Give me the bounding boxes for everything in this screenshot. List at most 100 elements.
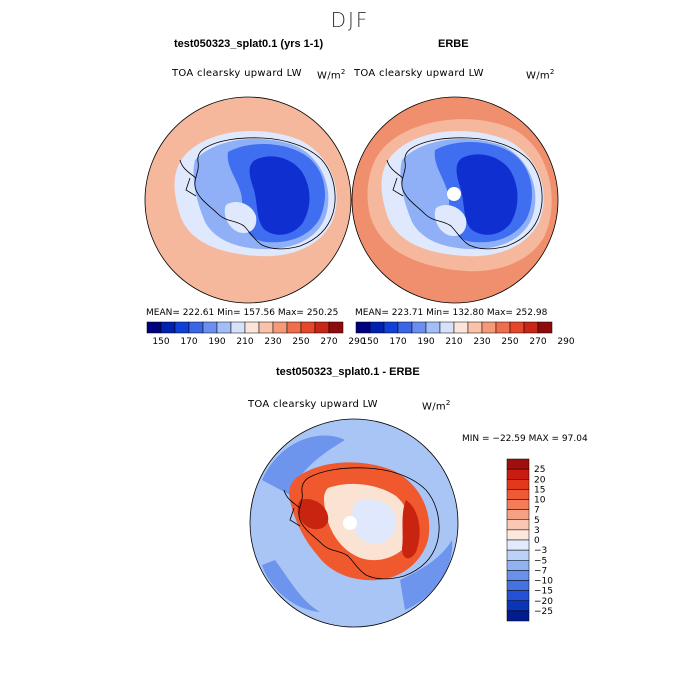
colorbar-obs-swatch	[369, 321, 385, 334]
panel-obs-variable: TOA clearsky upward LW	[354, 68, 484, 79]
map-diff	[249, 418, 459, 628]
map-obs-ice-shelf	[434, 205, 467, 237]
colorbar-model-swatch	[328, 321, 344, 334]
panel-obs-title: ERBE	[438, 38, 469, 50]
map-diff-cool-patch-1	[262, 435, 345, 495]
colorbar-model-tick-label: 150	[152, 337, 169, 347]
colorbar-model-tick-label: 250	[292, 337, 309, 347]
colorbar-obs-swatch	[537, 321, 553, 334]
map-model-ice-shelf	[224, 202, 257, 234]
colorbar-obs-swatch	[453, 321, 469, 334]
map-obs-peninsula-outline	[386, 159, 404, 197]
map-obs-border	[351, 96, 559, 304]
panel-model-stats: MEAN= 222.61 Min= 157.56 Max= 250.25	[146, 308, 339, 318]
colorbar-obs-swatch	[397, 321, 413, 334]
colorbar-diff-tick-label: 0	[534, 536, 540, 546]
colorbar-model-swatch	[272, 321, 288, 334]
map-obs	[351, 96, 559, 304]
colorbar-diff-tick-label: 15	[534, 485, 545, 495]
map-obs-pole-hole	[447, 187, 461, 201]
panel-obs-units: W/m2	[526, 68, 555, 82]
colorbar-obs: 150 170 190 210 230 250 270 290	[355, 321, 575, 347]
colorbar-obs-tick-label: 250	[501, 337, 518, 347]
map-diff-cool-interior	[352, 498, 397, 544]
colorbar-diff-tick-label: 20	[534, 475, 546, 485]
colorbar-model-swatch	[216, 321, 232, 334]
colorbar-diff-tick-label: −5	[534, 556, 547, 566]
colorbar-model-swatch	[244, 321, 260, 334]
colorbar-model-swatch	[300, 321, 316, 334]
map-diff-border	[249, 418, 459, 628]
colorbar-obs-swatch	[355, 321, 371, 334]
colorbar-model-tick-label: 190	[208, 337, 225, 347]
figure-title: DJF	[330, 8, 370, 32]
colorbar-diff-swatch	[506, 560, 530, 571]
panel-diff-stats: MIN = −22.59 MAX = 97.04	[462, 434, 588, 444]
colorbar-obs-tick-label: 290	[557, 337, 574, 347]
colorbar-model-tick-label: 270	[320, 337, 337, 347]
map-model	[144, 96, 352, 304]
colorbar-model-tick-label: 290	[348, 337, 365, 347]
colorbar-diff-tick-label: −3	[534, 546, 547, 556]
panel-diff-title: test050323_splat0.1 - ERBE	[276, 366, 420, 378]
map-diff-cool-patch-2	[400, 540, 453, 610]
colorbar-obs-tick-label: 270	[529, 337, 546, 347]
colorbar-model-swatch	[160, 321, 176, 334]
map-diff-pole-hole	[343, 516, 357, 530]
colorbar-diff-swatch	[506, 479, 530, 490]
colorbar-model-swatch	[314, 321, 330, 334]
colorbar-obs-tick-label: 150	[361, 337, 378, 347]
map-obs-coastline	[401, 137, 543, 250]
colorbar-model-swatch	[286, 321, 302, 334]
map-model-coastline	[194, 137, 336, 250]
panel-diff-units: W/m2	[422, 399, 451, 413]
colorbar-model-tick-label: 210	[236, 337, 253, 347]
colorbar-diff-swatch	[506, 468, 530, 480]
colorbar-obs-swatch	[425, 321, 441, 334]
colorbar-diff-tick-label: 10	[534, 496, 546, 506]
colorbar-diff-swatch	[506, 489, 530, 500]
colorbar-diff-tick-label: 7	[534, 506, 540, 516]
colorbar-obs-tick-label: 230	[473, 337, 490, 347]
colorbar-diff-tick-label: 25	[534, 465, 545, 475]
colorbar-model-tick-label: 170	[180, 337, 197, 347]
map-diff-peninsula-outline	[283, 489, 301, 527]
map-model-peninsula-outline	[179, 159, 197, 197]
colorbar-obs-tick-label: 190	[417, 337, 434, 347]
colorbar-obs-swatch	[509, 321, 525, 334]
colorbar-diff-swatch	[506, 580, 530, 591]
colorbar-diff-tick-label: 3	[534, 526, 540, 536]
map-obs-ice-deep	[456, 154, 518, 235]
colorbar-diff-tick-label: −20	[534, 597, 553, 607]
colorbar-model-swatch	[202, 321, 218, 334]
colorbar-model-swatch	[188, 321, 204, 334]
colorbar-model-swatch	[230, 321, 246, 334]
colorbar-obs-swatch	[523, 321, 539, 334]
colorbar-diff-tick-label: −7	[534, 566, 547, 576]
colorbar-diff-swatch	[506, 499, 530, 510]
map-model-border	[144, 96, 352, 304]
colorbar-obs-tick-label: 210	[445, 337, 462, 347]
colorbar-diff-swatch	[506, 610, 530, 622]
colorbar-model-swatch	[258, 321, 274, 334]
colorbar-diff-swatch	[506, 539, 530, 551]
colorbar-obs-swatch	[411, 321, 427, 334]
map-diff-hot-patch-1	[297, 498, 329, 530]
colorbar-obs-tick-label: 170	[389, 337, 406, 347]
colorbar-diff-swatch	[506, 549, 530, 561]
colorbar-model-tick-label: 230	[264, 337, 281, 347]
colorbar-diff-swatch	[506, 600, 530, 612]
panel-diff-variable: TOA clearsky upward LW	[248, 399, 378, 410]
colorbar-diff-tick-label: −10	[534, 577, 553, 587]
colorbar-obs-swatch	[383, 321, 399, 334]
colorbar-diff-swatch	[506, 590, 530, 601]
colorbar-diff-swatch	[506, 509, 530, 520]
colorbar-model: 150 170 190 210 230 250 270 290	[146, 321, 366, 347]
colorbar-diff-swatch	[506, 519, 530, 531]
map-model-ice-deep	[249, 156, 310, 235]
map-diff-hot-patch-2	[402, 500, 420, 559]
panel-model-variable: TOA clearsky upward LW	[172, 68, 302, 79]
